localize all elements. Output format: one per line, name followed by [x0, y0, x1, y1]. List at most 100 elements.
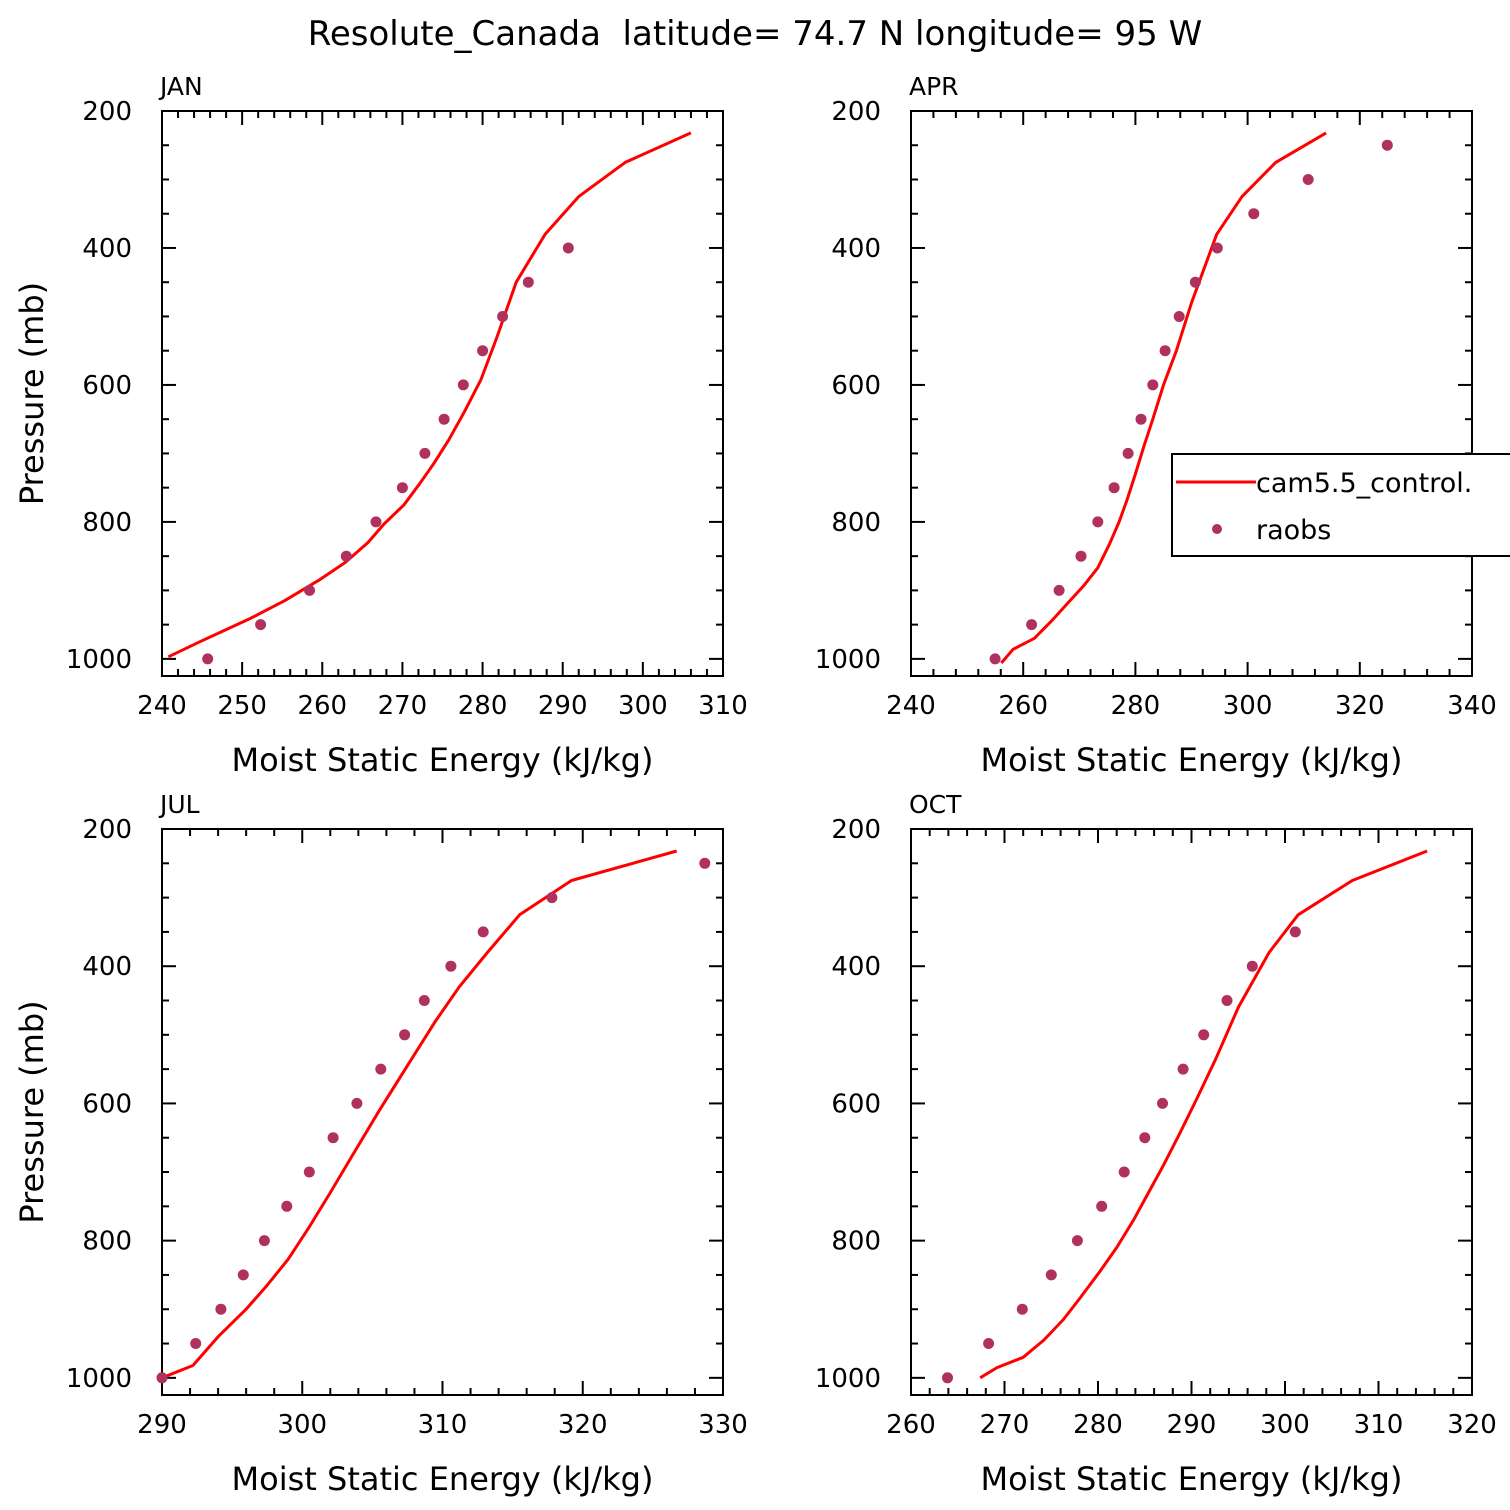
- y-tick-label: 200: [831, 815, 881, 845]
- x-tick-label: 240: [886, 691, 936, 721]
- panel-jul: JUL 290 300 310 320 330 200 400 600 800 1000 Moist …: [13, 790, 748, 1498]
- x-tick-label: 280: [1111, 691, 1161, 721]
- panel-label: APR: [909, 72, 959, 101]
- obs-point: [1221, 995, 1233, 1006]
- legend-box: [1171, 453, 1510, 557]
- obs-point: [258, 1235, 270, 1247]
- obs-point: [1381, 139, 1393, 151]
- x-tick-label: 330: [698, 1410, 748, 1440]
- panels: JAN 240 250 260 270 280 290 300 310 200 400 600 800 1…: [13, 72, 1497, 1498]
- y-tick-label: 200: [82, 815, 132, 845]
- legend-label-obs: raobs: [1256, 515, 1331, 546]
- y-tick-label: 800: [831, 1227, 881, 1257]
- x-tick-label: 290: [538, 691, 588, 721]
- obs-point: [942, 1372, 953, 1384]
- obs-point: [1198, 1029, 1210, 1041]
- x-tick-label: 310: [698, 691, 748, 721]
- y-tick-label: 800: [82, 1227, 132, 1257]
- x-tick-label: 260: [297, 691, 347, 721]
- x-tick-label: 320: [1335, 691, 1385, 721]
- x-axis-label: Moist Static Energy (kJ/kg): [981, 1460, 1403, 1498]
- x-tick-label: 280: [458, 691, 508, 721]
- x-tick-label: 260: [998, 691, 1048, 721]
- x-tick-label: 240: [137, 691, 187, 721]
- obs-point: [1248, 208, 1260, 220]
- obs-point: [281, 1200, 293, 1212]
- obs-point: [190, 1338, 202, 1349]
- obs-point: [1053, 584, 1065, 596]
- x-tick-label: 300: [1260, 1410, 1310, 1440]
- obs-point: [445, 960, 457, 972]
- obs-point: [438, 413, 450, 425]
- y-tick-label: 800: [82, 508, 132, 538]
- obs-point: [983, 1338, 995, 1349]
- obs-point: [477, 345, 489, 357]
- x-tick-label: 260: [886, 1410, 936, 1440]
- obs-point: [340, 550, 352, 562]
- obs-point: [457, 379, 469, 391]
- obs-point: [1211, 242, 1223, 254]
- x-tick-label: 300: [277, 1410, 327, 1440]
- x-tick-label: 340: [1447, 691, 1497, 721]
- obs-point: [418, 995, 430, 1006]
- panel-jan: JAN 240 250 260 270 280 290 300 310 200 400 600 800 1…: [13, 72, 748, 779]
- obs-point: [1026, 619, 1038, 631]
- x-tick-label: 320: [558, 1410, 608, 1440]
- obs-point: [351, 1097, 363, 1109]
- obs-point: [562, 242, 574, 254]
- y-tick-label: 600: [82, 371, 132, 401]
- x-axis-label: Moist Static Energy (kJ/kg): [232, 1460, 654, 1498]
- obs-point: [156, 1372, 168, 1384]
- y-tick-label: 600: [82, 1089, 132, 1119]
- panel-label: OCT: [909, 790, 962, 819]
- obs-point: [304, 584, 315, 596]
- model-line: [979, 849, 1428, 1380]
- obs-point: [399, 1029, 411, 1041]
- y-tick-label: 200: [82, 97, 132, 127]
- obs-point: [1071, 1235, 1083, 1247]
- x-tick-label: 300: [1223, 691, 1273, 721]
- obs-point: [1118, 1166, 1130, 1178]
- y-tick-label: 400: [82, 234, 132, 264]
- obs-point: [255, 619, 267, 631]
- x-tick-label: 270: [980, 1410, 1030, 1440]
- legend-dot-swatch: [1212, 524, 1222, 534]
- x-tick-label: 320: [1447, 1410, 1497, 1440]
- obs-point: [522, 276, 534, 288]
- obs-point: [1177, 1063, 1189, 1075]
- obs-point: [546, 892, 558, 904]
- obs-point: [1189, 276, 1201, 288]
- obs-point: [215, 1303, 227, 1315]
- x-tick-label: 250: [217, 691, 267, 721]
- obs-point: [303, 1166, 315, 1178]
- obs-point: [396, 482, 408, 494]
- y-axis-label: Pressure (mb): [13, 282, 51, 505]
- plot-frame: [910, 110, 1473, 677]
- obs-point: [699, 857, 711, 869]
- obs-point: [1246, 960, 1258, 972]
- y-tick-label: 800: [831, 508, 881, 538]
- plot-frame: [161, 110, 724, 677]
- obs-point: [1075, 550, 1087, 562]
- y-tick-label: 1000: [815, 1364, 881, 1394]
- obs-point: [1157, 1097, 1168, 1109]
- y-tick-label: 1000: [66, 1364, 132, 1394]
- x-tick-label: 270: [378, 691, 428, 721]
- panel-apr: APR 240 260 280 300 320 340 200 400 600 800 1000 Moi…: [815, 72, 1497, 779]
- obs-point: [327, 1132, 339, 1144]
- obs-point: [419, 447, 431, 459]
- x-tick-label: 290: [137, 1410, 187, 1440]
- obs-point: [1173, 311, 1185, 322]
- x-tick-label: 310: [1354, 1410, 1404, 1440]
- obs-point: [1159, 345, 1171, 357]
- obs-point: [1122, 447, 1134, 459]
- obs-point: [1096, 1200, 1108, 1212]
- x-tick-label: 290: [1167, 1410, 1217, 1440]
- obs-point: [202, 653, 214, 665]
- x-axis-label: Moist Static Energy (kJ/kg): [232, 741, 654, 779]
- obs-point: [1289, 926, 1301, 938]
- y-tick-label: 1000: [815, 645, 881, 675]
- x-tick-label: 280: [1073, 1410, 1123, 1440]
- panel-label: JUL: [158, 790, 200, 819]
